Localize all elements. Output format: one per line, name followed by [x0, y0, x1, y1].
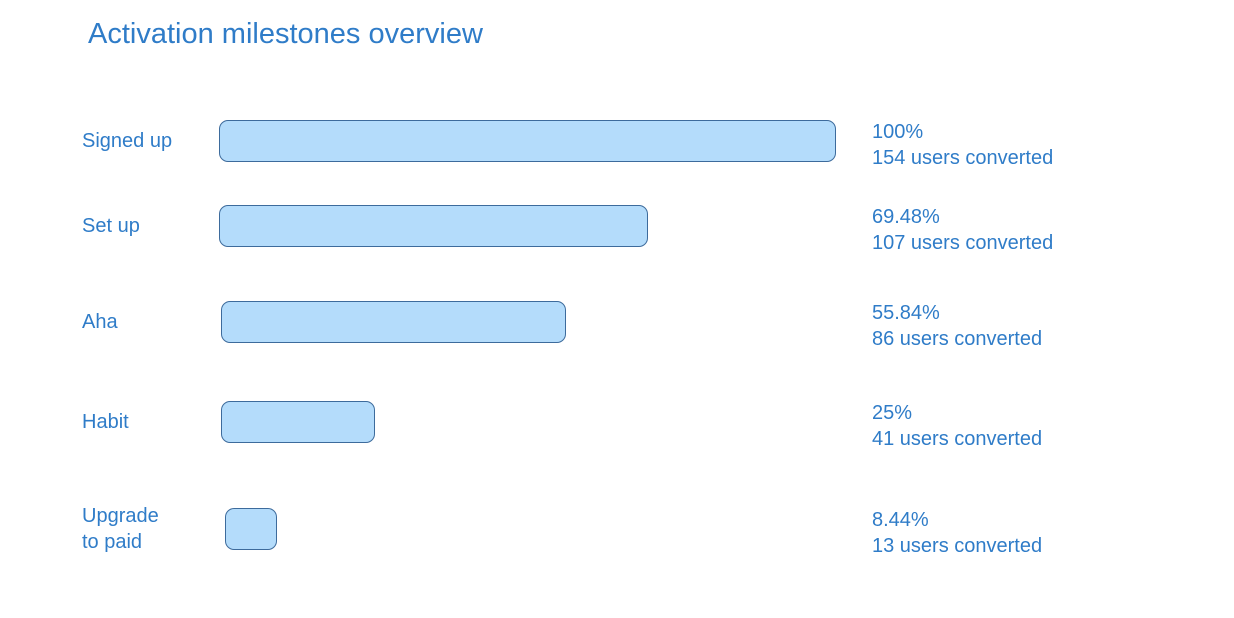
bar	[221, 401, 376, 443]
count-label: 107 users converted	[872, 232, 1054, 254]
bar	[225, 508, 278, 550]
value-label-group: 25% 41 users converted	[872, 400, 1042, 452]
count-label: 154 users converted	[872, 147, 1054, 169]
percent-label: 25%	[872, 402, 913, 424]
bar	[219, 120, 836, 162]
value-label-group: 100% 154 users converted	[872, 119, 1053, 171]
chart-title: Activation milestones overview	[88, 18, 483, 50]
percent-label: 100%	[872, 121, 924, 143]
category-label: Upgrade to paid	[82, 505, 159, 553]
category-label: Habit	[82, 411, 129, 433]
bar	[219, 205, 648, 247]
count-label: 86 users converted	[872, 328, 1043, 350]
value-label-group: 55.84% 86 users converted	[872, 300, 1042, 352]
count-label: 13 users converted	[872, 535, 1043, 557]
percent-label: 55.84%	[872, 302, 940, 324]
value-label-group: 8.44% 13 users converted	[872, 507, 1042, 559]
percent-label: 69.48%	[872, 206, 940, 228]
count-label: 41 users converted	[872, 428, 1043, 450]
value-label-group: 69.48% 107 users converted	[872, 204, 1053, 256]
category-label: Aha	[82, 311, 118, 333]
percent-label: 8.44%	[872, 509, 929, 531]
category-label: Set up	[82, 215, 140, 237]
category-label: Signed up	[82, 130, 173, 152]
bar	[221, 301, 566, 343]
